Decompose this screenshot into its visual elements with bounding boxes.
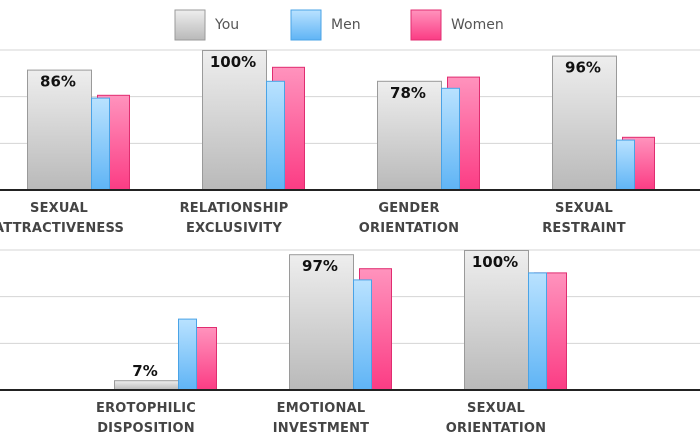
bar-men <box>616 139 635 191</box>
bar-value-label: 96% <box>565 59 601 77</box>
category-label: RELATIONSHIP <box>180 201 289 216</box>
legend-label-women: Women <box>451 17 504 33</box>
category-label: DISPOSITION <box>97 421 195 436</box>
bar-value-label: 86% <box>40 73 76 91</box>
legend-swatch-men <box>290 9 322 41</box>
bar-you <box>27 69 92 191</box>
category-label: EMOTIONAL <box>277 401 366 416</box>
bar-men <box>353 279 372 391</box>
category-label: SEXUAL <box>555 201 613 216</box>
bar-you <box>202 50 267 191</box>
bar-value-label: 78% <box>390 84 426 102</box>
category-label: ATTRACTIVENESS <box>0 221 124 236</box>
legend-swatch-you <box>174 9 206 41</box>
bar-men <box>91 97 110 191</box>
category-label: ORIENTATION <box>446 421 546 436</box>
legend-swatch-women <box>410 9 442 41</box>
bar-value-label: 100% <box>210 53 256 71</box>
bar-you <box>114 380 179 391</box>
chart-panel-1: 86% SEXUAL ATTRACTIVENESS 100% RELATIONSHIP E… <box>0 49 700 236</box>
category-label: SEXUAL <box>467 401 525 416</box>
category-label: EXCLUSIVITY <box>186 221 282 236</box>
category-label: SEXUAL <box>30 201 88 216</box>
chart-panel-2: 7% EROTOPHILIC DISPOSITION 97% EMOTIONAL INVE… <box>0 249 700 436</box>
legend-label-you: You <box>214 17 239 33</box>
bar-men <box>266 80 285 191</box>
bar-value-label: 7% <box>132 362 157 380</box>
bar-you <box>289 254 354 391</box>
bar-value-label: 100% <box>472 253 518 271</box>
legend: You Men Women <box>174 9 504 41</box>
category-label: GENDER <box>378 201 439 216</box>
bar-value-label: 97% <box>302 257 338 275</box>
category-label: RESTRAINT <box>542 221 626 236</box>
bar-men <box>441 87 460 191</box>
bar-men <box>178 318 197 391</box>
category-label: EROTOPHILIC <box>96 401 196 416</box>
category-label: INVESTMENT <box>273 421 369 436</box>
category-label: ORIENTATION <box>359 221 459 236</box>
bar-men <box>528 272 547 391</box>
bar-you <box>464 250 529 391</box>
legend-label-men: Men <box>331 17 361 33</box>
